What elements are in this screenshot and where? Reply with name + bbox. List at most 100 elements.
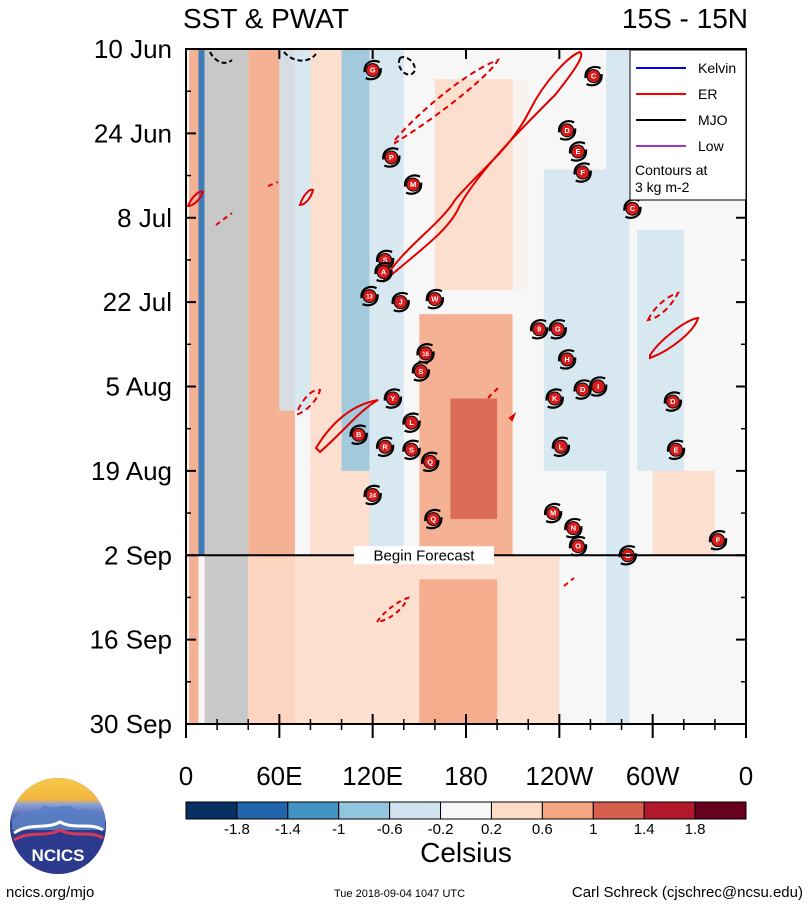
footer-url[interactable]: ncics.org/mjo	[6, 884, 95, 901]
storm-marker: G	[363, 59, 382, 81]
er-contours	[186, 50, 700, 624]
y-tick-label: 22 Jul	[103, 287, 172, 317]
storm-marker: M	[404, 174, 423, 195]
storm-swirl	[545, 388, 564, 409]
y-tick-label: 19 Aug	[91, 456, 172, 486]
colorbar-tick-label: -1	[332, 821, 345, 838]
colorbar-tick-label: 1.8	[685, 821, 706, 838]
storm-dot	[553, 439, 568, 454]
x-axis: 0 60E 120E 180 120W 60W 0	[179, 49, 753, 791]
er-contour-positive-small	[508, 412, 517, 422]
storm-marker: E	[568, 141, 588, 162]
storm-marker: K	[545, 388, 564, 409]
er-contour-dashed-3	[646, 291, 680, 322]
storm-swirl	[360, 285, 379, 307]
x-tick-label: 180	[444, 761, 487, 791]
logo-mountains	[12, 805, 105, 830]
storm-dot	[423, 454, 438, 469]
storm-swirl	[551, 436, 570, 457]
forecast-label-bg	[354, 546, 494, 565]
storm-marker: R	[376, 436, 395, 457]
logo-text: NCICS	[32, 846, 85, 865]
storm-label: J	[399, 298, 403, 307]
storm-dot	[571, 539, 585, 554]
colorbar-segment	[694, 801, 747, 820]
legend-box	[629, 49, 747, 201]
storm-dot	[547, 391, 562, 406]
storm-dot	[426, 512, 441, 527]
storm-dot	[365, 487, 380, 502]
storm-swirl	[421, 451, 440, 473]
colorbar-tick-label: 1.4	[634, 821, 655, 838]
storm-swirl	[573, 162, 592, 183]
colorbar-tick-label: 1	[589, 821, 597, 838]
storm-swirl	[382, 147, 401, 168]
storm-label: L	[559, 442, 564, 451]
er-contour-positive-main	[382, 50, 583, 283]
storm-dot	[393, 295, 408, 310]
storm-dot	[404, 415, 419, 430]
chart-title-left: SST & PWAT	[183, 3, 349, 34]
storm-dot	[566, 521, 581, 536]
storm-swirl	[424, 508, 443, 530]
storm-swirl	[548, 319, 567, 340]
storm-label: Q	[430, 515, 436, 524]
storm-marker: M	[544, 502, 563, 524]
storm-swirl	[584, 65, 603, 87]
storm-dot	[591, 379, 606, 394]
logo-wave-red	[13, 828, 104, 842]
storm-label: 9	[537, 325, 541, 334]
storm-marker: A	[374, 261, 393, 283]
storm-marker: I	[589, 376, 608, 397]
storm-swirl	[544, 502, 563, 524]
legend-entry: Kelvin	[698, 60, 736, 76]
storm-label: R	[382, 442, 388, 451]
x-tick-label: 120W	[525, 761, 593, 791]
er-contour-dashed-4	[374, 596, 410, 624]
storm-dot	[413, 364, 428, 379]
storm-label: C	[591, 72, 597, 81]
storm-swirl	[391, 291, 410, 313]
colorbar-segment	[185, 801, 238, 820]
storm-dot	[427, 292, 442, 307]
er-contour-dashed-6	[215, 212, 233, 226]
anomaly-band-12	[606, 49, 630, 724]
er-contour-dashed-7	[563, 577, 575, 587]
storm-swirl	[425, 288, 444, 310]
storm-label: G	[555, 325, 561, 334]
colorbar-tick-label: 0.2	[481, 821, 502, 838]
storm-dot	[362, 289, 377, 304]
storm-dot	[385, 391, 400, 406]
anomaly-band-8	[450, 398, 498, 520]
storm-marker: W	[425, 288, 444, 310]
colorbar-segment	[541, 801, 594, 820]
storm-swirl	[363, 59, 382, 81]
colorbar-segment	[592, 801, 645, 820]
storm-swirl	[402, 439, 421, 460]
storm-marker: D	[558, 120, 577, 141]
anomaly-band-5	[341, 49, 370, 471]
colorbar: -1.8 -1.4 -1 -0.6 -0.2 0.2 0.6 1 1.4 1.8	[185, 801, 747, 838]
footer-author: Carl Schreck (cjschrec@ncsu.edu)	[571, 884, 803, 901]
er-contour-dashed-2	[297, 388, 322, 416]
storm-label: M	[410, 180, 416, 189]
storm-marker: C	[623, 198, 642, 219]
storm-marker: L	[402, 412, 421, 433]
colorbar-segment	[440, 801, 492, 820]
storm-marker: Q	[421, 451, 440, 473]
colorbar-tick-label: -0.6	[377, 821, 403, 838]
colorbar-tick-label: 0.6	[532, 821, 553, 838]
er-contour-positive-aug	[314, 399, 379, 454]
storm-dot	[418, 346, 433, 361]
storm-label: N	[571, 524, 576, 533]
storm-dot	[378, 439, 393, 454]
storm-dot	[532, 322, 547, 337]
anomaly-band-11	[543, 169, 606, 471]
mjo-contour-1	[209, 51, 233, 64]
storm-swirl	[568, 141, 588, 162]
storm-dot	[560, 352, 575, 367]
storm-markers: GDCEFPMCSA13JW9G16HSYKDIDBRSLLEQ24MNOQFG	[349, 59, 728, 566]
storm-label: 24	[369, 493, 376, 499]
